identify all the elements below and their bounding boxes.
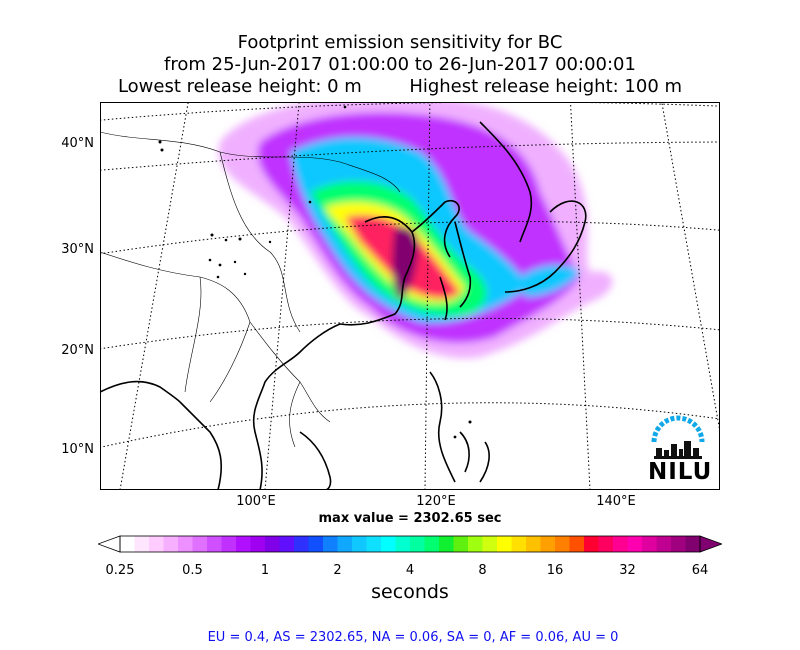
colorbar-tick-label: 16 <box>546 563 564 578</box>
lon-label-140e: 140°E <box>596 494 636 509</box>
colorbar-swatch <box>410 536 425 552</box>
colorbar-extend-min <box>98 535 121 553</box>
colorbar-swatch <box>584 536 599 552</box>
lon-label-100e: 100°E <box>236 494 276 509</box>
regional-stats: EU = 0.4, AS = 2302.65, NA = 0.06, SA = … <box>207 630 619 645</box>
colorbar-swatch <box>627 536 643 552</box>
colorbar-swatch <box>671 536 686 552</box>
colorbar-swatch <box>308 536 324 552</box>
colorbar-swatch <box>453 536 469 552</box>
colorbar-swatch <box>279 536 295 552</box>
colorbar-swatch <box>613 536 628 552</box>
colorbar-swatch <box>642 536 657 552</box>
colorbar-swatch <box>685 536 701 552</box>
colorbar-swatch <box>555 536 570 552</box>
lon-label-120e: 120°E <box>416 494 456 509</box>
lat-label-20n: 20°N <box>61 343 94 358</box>
colorbar-tick-label: 32 <box>619 563 636 578</box>
colorbar-swatch <box>192 536 208 552</box>
colorbar-swatch <box>337 536 353 552</box>
lat-label-30n: 30°N <box>61 242 94 257</box>
colorbar-tick-label: 8 <box>478 563 487 578</box>
colorbar-swatch <box>526 536 541 552</box>
colorbar-units-label: seconds <box>371 581 449 603</box>
colorbar-swatch <box>656 536 672 552</box>
colorbar-swatch <box>381 536 396 552</box>
colorbar-swatch <box>149 536 164 552</box>
colorbar-swatch <box>294 536 309 552</box>
colorbar-swatch <box>598 536 614 552</box>
colorbar-swatch <box>468 536 483 552</box>
lowest-release-height: Lowest release height: 0 m <box>117 76 362 97</box>
colorbar-swatch <box>163 536 179 552</box>
colorbar-swatch <box>540 536 556 552</box>
colorbar-swatch <box>424 536 440 552</box>
colorbar-tick-label: 0.5 <box>182 563 203 578</box>
lat-label-10n: 10°N <box>61 442 94 457</box>
colorbar-swatch <box>178 536 193 552</box>
colorbar-swatch <box>134 536 150 552</box>
colorbar-swatch <box>265 536 280 552</box>
colorbar-swatch <box>352 536 367 552</box>
colorbar-tick-label: 1 <box>260 563 270 578</box>
colorbar-swatch <box>236 536 251 552</box>
country-borders <box>100 131 401 448</box>
colorbar-swatch <box>569 536 585 552</box>
colorbar-tick-label: 0.25 <box>105 563 135 578</box>
lat-label-40n: 40°N <box>61 136 94 151</box>
colorbar-tick-label: 64 <box>691 563 709 578</box>
max-value-label: max value = 2302.65 sec <box>318 511 502 526</box>
colorbar-swatch <box>366 536 382 552</box>
colorbar-swatch <box>207 536 222 552</box>
colorbar-swatch <box>323 536 338 552</box>
colorbar-tick-label: 4 <box>405 563 415 578</box>
highest-release-height: Highest release height: 100 m <box>409 76 683 97</box>
colorbar-swatch <box>221 536 237 552</box>
colorbar-tick-label: 2 <box>333 563 342 578</box>
nilu-logo-text: NILU <box>648 459 713 485</box>
colorbar-swatch <box>250 536 266 552</box>
plot-title-line1: Footprint emission sensitivity for BC <box>237 32 563 53</box>
colorbar-swatch <box>395 536 411 552</box>
islands <box>158 105 472 439</box>
coastlines <box>100 121 587 490</box>
nilu-logo <box>651 415 705 459</box>
colorbar-swatch <box>497 536 512 552</box>
colorbar-swatch <box>439 536 454 552</box>
colorbar-extend-max <box>699 535 722 553</box>
plot-title-line2: from 25-Jun-2017 01:00:00 to 26-Jun-2017… <box>164 54 636 75</box>
colorbar-swatch <box>482 536 498 552</box>
graticule <box>100 102 720 490</box>
footprint-map <box>100 102 720 490</box>
colorbar <box>98 535 722 553</box>
colorbar-swatch <box>120 536 135 552</box>
colorbar-swatch <box>511 536 527 552</box>
plot-title-line3: Lowest release height: 0 m Highest relea… <box>0 76 800 98</box>
